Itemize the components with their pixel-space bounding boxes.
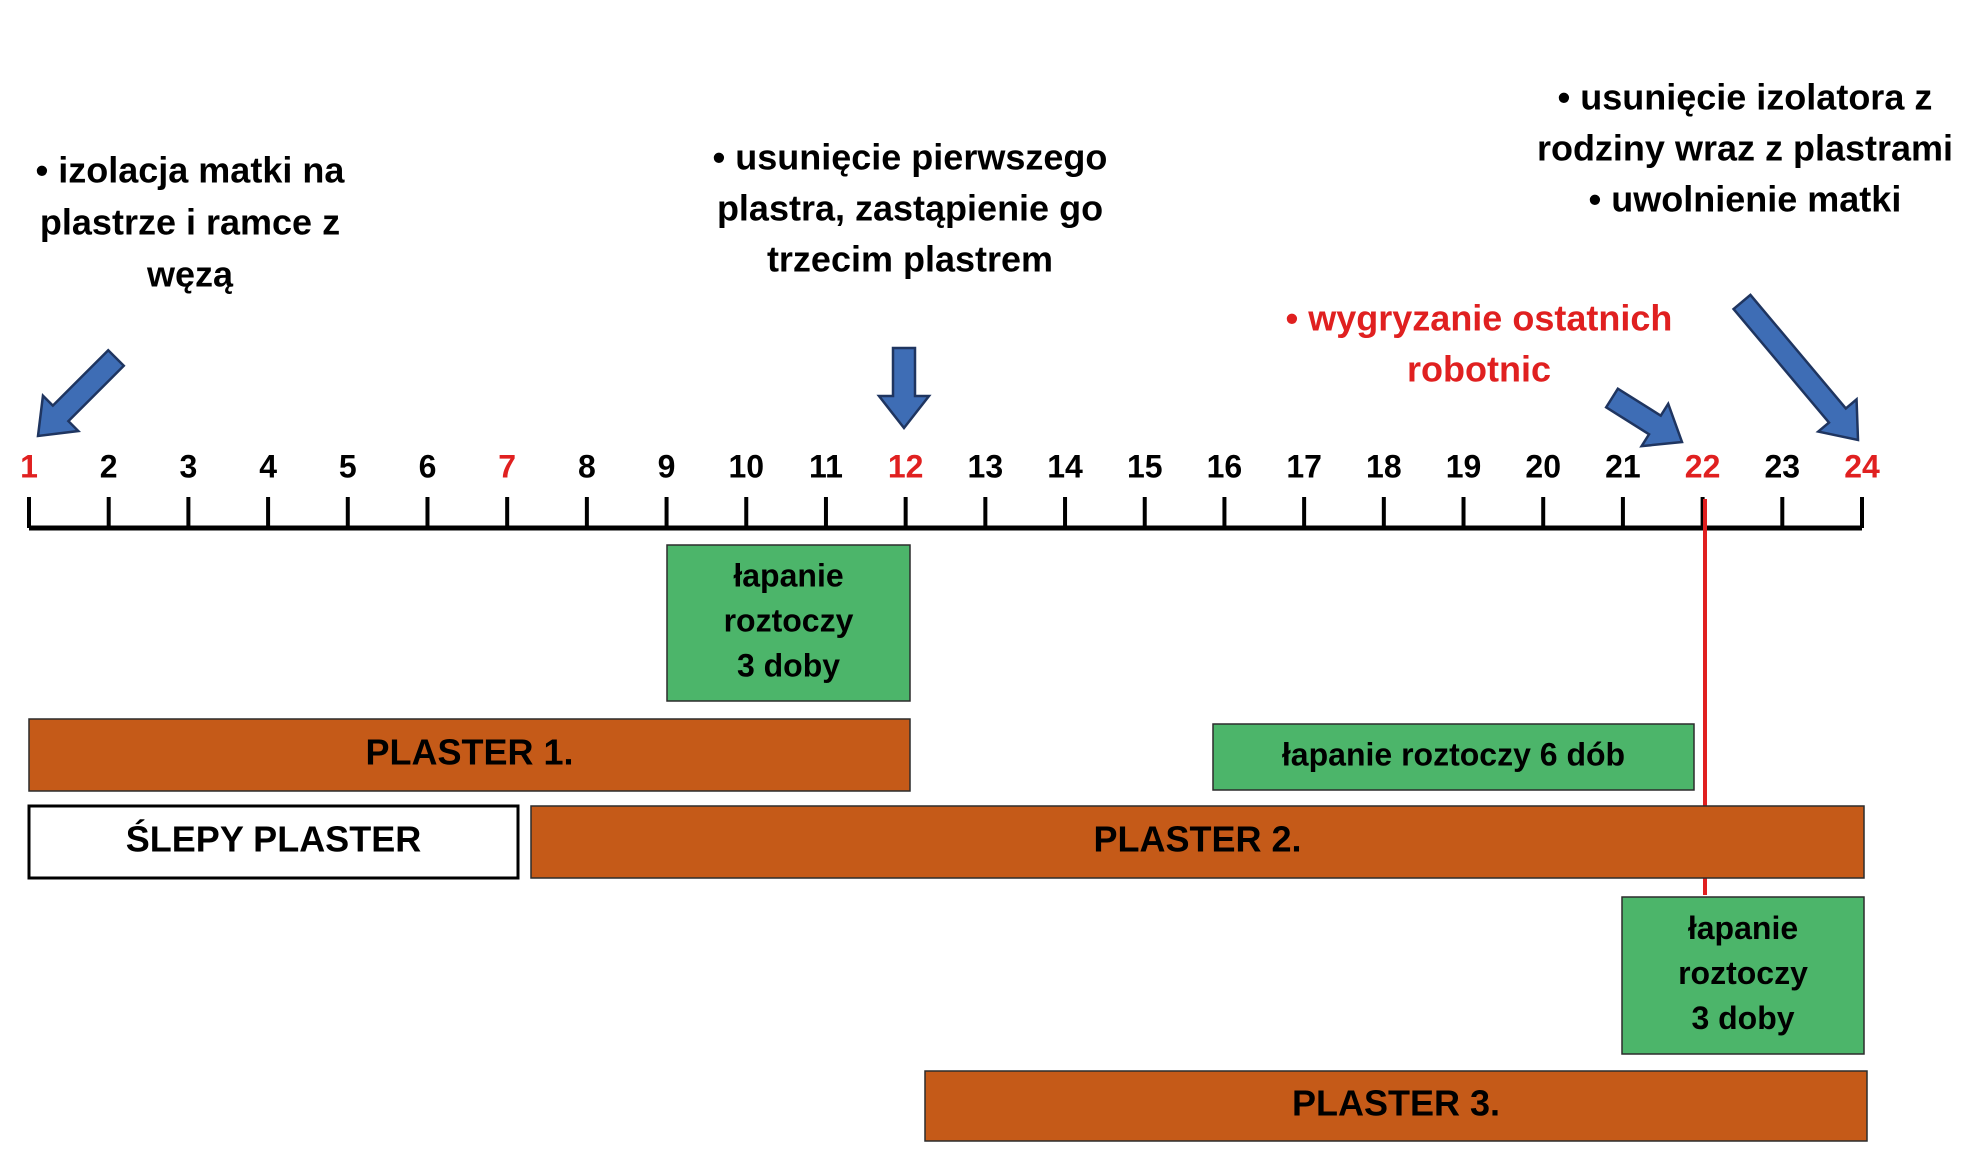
tick-label: 8	[578, 448, 596, 484]
tick-label: 10	[728, 448, 764, 484]
arrow	[1731, 293, 1860, 442]
tick-label: 21	[1605, 448, 1641, 484]
tick-label: 6	[419, 448, 437, 484]
annotation: robotnic	[1407, 349, 1551, 390]
tick-label: 3	[179, 448, 197, 484]
box	[28, 718, 911, 792]
tick-label: 13	[968, 448, 1004, 484]
tick-label: 7	[498, 448, 516, 484]
tick-label: 4	[259, 448, 277, 484]
box	[1621, 896, 1865, 1055]
box-label: PLASTER 1.	[365, 732, 573, 773]
tick-label: 14	[1047, 448, 1083, 484]
annotation: trzecim plastrem	[767, 239, 1053, 280]
box-label: 3 doby	[1691, 1000, 1794, 1036]
tick-label: 19	[1446, 448, 1482, 484]
box-label: PLASTER 2.	[1093, 819, 1301, 860]
annotation: węzą	[146, 254, 234, 295]
annotation: rodziny wraz z plastrami	[1537, 128, 1953, 169]
box-label: roztoczy	[1678, 955, 1808, 991]
box-label: łapanie roztoczy 6 dób	[1282, 736, 1625, 772]
tick-label: 2	[100, 448, 118, 484]
box-label: PLASTER 3.	[1292, 1083, 1500, 1124]
annotation: • wygryzanie ostatnich	[1286, 298, 1673, 339]
annotation: plastra, zastąpienie go	[717, 188, 1103, 229]
tick-label: 24	[1844, 448, 1880, 484]
tick-label: 16	[1207, 448, 1243, 484]
tick-label: 12	[888, 448, 924, 484]
tick-label: 11	[809, 448, 843, 484]
box	[924, 1070, 1868, 1142]
tick-label: 17	[1286, 448, 1322, 484]
annotation: • izolacja matki na	[36, 150, 346, 191]
arrow	[36, 348, 126, 438]
tick-label: 18	[1366, 448, 1402, 484]
box-label: łapanie	[733, 557, 843, 593]
box	[27, 804, 520, 880]
tick-label: 23	[1765, 448, 1801, 484]
tick-label: 1	[20, 448, 38, 484]
box-label: 3 doby	[737, 647, 840, 683]
arrow	[876, 346, 932, 431]
annotation: plastrze i ramce z	[40, 202, 340, 243]
tick-label: 9	[658, 448, 676, 484]
box	[1212, 723, 1695, 791]
annotation: • usunięcie izolatora z	[1558, 77, 1933, 118]
tick-label: 22	[1685, 448, 1721, 484]
box-label: roztoczy	[724, 602, 854, 638]
tick-label: 15	[1127, 448, 1163, 484]
tick-label: 5	[339, 448, 357, 484]
box-label: ŚLEPY PLASTER	[126, 818, 421, 860]
arrow	[1604, 386, 1684, 448]
box	[530, 805, 1865, 879]
box-label: łapanie	[1688, 910, 1798, 946]
tick-label: 20	[1525, 448, 1561, 484]
annotation: • usunięcie pierwszego	[713, 137, 1108, 178]
box	[666, 544, 911, 702]
annotation: • uwolnienie matki	[1589, 179, 1902, 220]
